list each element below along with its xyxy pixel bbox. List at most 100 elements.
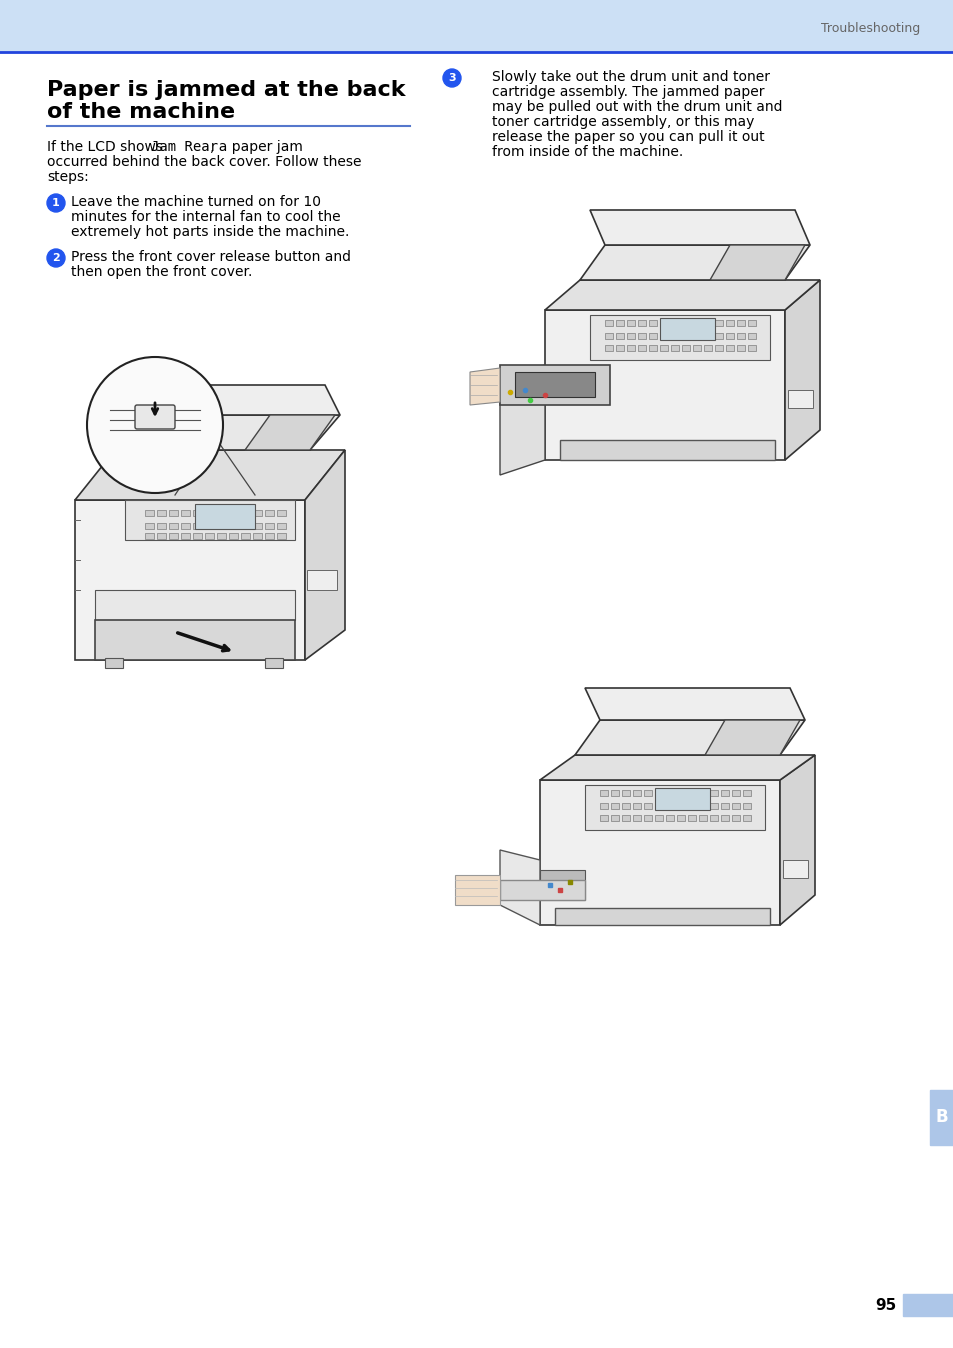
Text: 2: 2 bbox=[52, 253, 60, 263]
Bar bbox=[681, 345, 689, 350]
Bar bbox=[699, 790, 706, 797]
Bar bbox=[692, 345, 700, 350]
Bar bbox=[699, 803, 706, 809]
Bar bbox=[194, 504, 254, 528]
Bar bbox=[95, 590, 294, 620]
Circle shape bbox=[442, 69, 460, 88]
Bar bbox=[205, 523, 213, 528]
Bar bbox=[648, 319, 657, 326]
Bar bbox=[681, 319, 689, 326]
Text: Press the front cover release button and: Press the front cover release button and bbox=[71, 249, 351, 264]
Bar bbox=[610, 816, 618, 821]
Bar bbox=[633, 790, 640, 797]
Bar bbox=[604, 333, 613, 338]
Bar bbox=[265, 658, 283, 669]
Text: release the paper so you can pull it out: release the paper so you can pull it out bbox=[492, 129, 763, 144]
Bar bbox=[742, 803, 750, 809]
Polygon shape bbox=[125, 500, 294, 541]
Bar bbox=[599, 790, 607, 797]
Bar bbox=[276, 532, 286, 539]
FancyBboxPatch shape bbox=[135, 404, 174, 429]
Bar bbox=[703, 345, 711, 350]
Bar bbox=[665, 816, 673, 821]
Bar bbox=[229, 510, 237, 516]
Bar bbox=[687, 803, 696, 809]
Bar bbox=[145, 532, 153, 539]
Text: 95: 95 bbox=[875, 1298, 896, 1313]
Bar bbox=[655, 790, 662, 797]
Text: minutes for the internal fan to cool the: minutes for the internal fan to cool the bbox=[71, 210, 340, 224]
Polygon shape bbox=[709, 245, 804, 280]
Bar bbox=[692, 319, 700, 326]
Bar bbox=[241, 510, 250, 516]
Polygon shape bbox=[579, 245, 809, 280]
Bar bbox=[714, 345, 722, 350]
Bar bbox=[265, 510, 274, 516]
Polygon shape bbox=[95, 620, 294, 661]
Bar bbox=[105, 658, 123, 669]
Text: toner cartridge assembly, or this may: toner cartridge assembly, or this may bbox=[492, 115, 754, 129]
Bar bbox=[253, 510, 262, 516]
Polygon shape bbox=[75, 500, 305, 661]
Circle shape bbox=[87, 357, 223, 493]
Bar bbox=[626, 345, 635, 350]
Bar bbox=[216, 523, 226, 528]
Bar bbox=[725, 345, 733, 350]
Polygon shape bbox=[135, 386, 339, 415]
Bar bbox=[145, 510, 153, 516]
Bar bbox=[253, 523, 262, 528]
Bar bbox=[670, 345, 679, 350]
Text: of the machine: of the machine bbox=[47, 102, 234, 123]
Bar bbox=[157, 523, 166, 528]
Polygon shape bbox=[499, 851, 539, 925]
Bar bbox=[737, 333, 744, 338]
Polygon shape bbox=[555, 909, 769, 925]
Bar bbox=[265, 523, 274, 528]
Bar bbox=[787, 390, 812, 408]
Bar bbox=[747, 319, 755, 326]
Polygon shape bbox=[584, 687, 804, 720]
Bar bbox=[307, 570, 336, 590]
Text: Jam Rear: Jam Rear bbox=[151, 140, 218, 154]
Bar bbox=[709, 790, 718, 797]
Polygon shape bbox=[499, 365, 544, 474]
Bar bbox=[747, 345, 755, 350]
Bar bbox=[145, 523, 153, 528]
Bar bbox=[181, 510, 190, 516]
Bar bbox=[714, 333, 722, 338]
Text: Leave the machine turned on for 10: Leave the machine turned on for 10 bbox=[71, 195, 320, 209]
Bar bbox=[205, 510, 213, 516]
Bar bbox=[626, 333, 635, 338]
Bar bbox=[633, 816, 640, 821]
Bar bbox=[737, 319, 744, 326]
Bar bbox=[687, 790, 696, 797]
Bar bbox=[616, 319, 623, 326]
Bar bbox=[670, 333, 679, 338]
Bar bbox=[205, 532, 213, 539]
Bar bbox=[731, 816, 740, 821]
Bar bbox=[610, 790, 618, 797]
Bar bbox=[621, 790, 629, 797]
Bar bbox=[655, 816, 662, 821]
Bar bbox=[742, 790, 750, 797]
Bar bbox=[229, 532, 237, 539]
Bar bbox=[725, 333, 733, 338]
Text: steps:: steps: bbox=[47, 170, 89, 183]
Polygon shape bbox=[780, 755, 814, 925]
Bar bbox=[659, 318, 714, 340]
Bar bbox=[169, 523, 178, 528]
Text: may be pulled out with the drum unit and: may be pulled out with the drum unit and bbox=[492, 100, 781, 115]
Bar bbox=[725, 319, 733, 326]
Bar bbox=[599, 803, 607, 809]
Bar bbox=[665, 790, 673, 797]
Bar bbox=[703, 319, 711, 326]
Bar bbox=[181, 532, 190, 539]
Text: If the LCD shows: If the LCD shows bbox=[47, 140, 167, 154]
Bar bbox=[655, 803, 662, 809]
Bar bbox=[665, 803, 673, 809]
Bar bbox=[731, 790, 740, 797]
Polygon shape bbox=[120, 415, 339, 450]
Bar bbox=[216, 510, 226, 516]
Bar bbox=[616, 333, 623, 338]
Bar bbox=[709, 803, 718, 809]
